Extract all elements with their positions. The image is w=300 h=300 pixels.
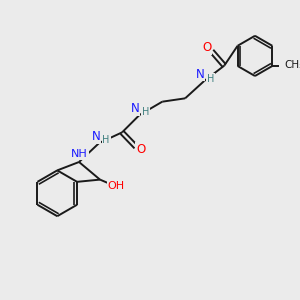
Text: NH: NH (71, 149, 88, 159)
Text: H: H (207, 74, 214, 84)
Text: OH: OH (108, 181, 125, 191)
Text: O: O (202, 41, 211, 54)
Text: N: N (92, 130, 100, 143)
Text: N: N (196, 68, 204, 80)
Text: O: O (136, 143, 146, 156)
Text: H: H (142, 107, 149, 117)
Text: N: N (131, 102, 140, 115)
Text: H: H (102, 135, 110, 145)
Text: CH₃: CH₃ (284, 60, 300, 70)
